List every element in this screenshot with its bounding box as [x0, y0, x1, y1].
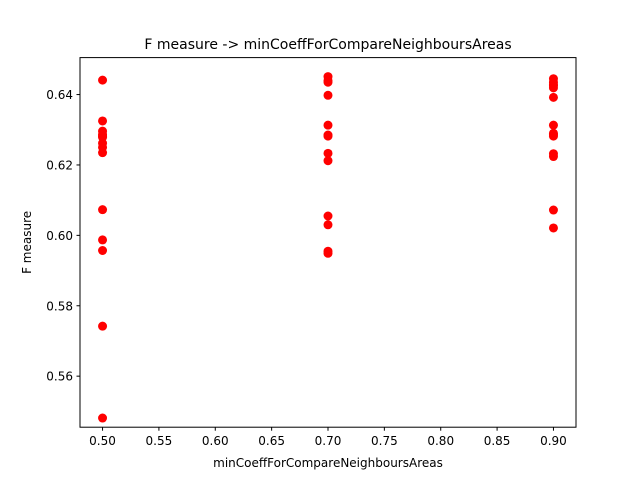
x-axis-label: minCoeffForCompareNeighboursAreas — [213, 456, 443, 470]
data-point — [98, 321, 108, 331]
data-point — [548, 92, 558, 102]
data-point — [98, 235, 108, 245]
data-point — [323, 248, 333, 258]
data-point — [323, 148, 333, 158]
plot-frame — [79, 57, 577, 428]
data-point — [548, 223, 558, 233]
data-point — [98, 205, 108, 215]
data-point — [548, 120, 558, 130]
x-tick-label: 0.70 — [315, 434, 342, 448]
data-point — [98, 245, 108, 255]
data-point — [548, 205, 558, 215]
x-tick-label: 0.75 — [371, 434, 398, 448]
data-point — [323, 75, 333, 85]
data-point — [323, 211, 333, 221]
x-tick-label: 0.90 — [540, 434, 567, 448]
chart-title: F measure -> minCoeffForCompareNeighbour… — [144, 37, 511, 53]
x-tick-label: 0.60 — [202, 434, 229, 448]
x-tick-label: 0.80 — [427, 434, 454, 448]
data-point — [323, 120, 333, 130]
y-tick-label: 0.64 — [46, 88, 73, 102]
y-axis-ticks: 0.56 0.58 0.60 0.62 0.64 — [46, 88, 80, 384]
data-points — [98, 72, 558, 423]
data-point — [98, 116, 108, 126]
data-point — [323, 220, 333, 230]
y-tick-label: 0.60 — [46, 229, 73, 243]
y-tick-label: 0.58 — [46, 299, 73, 313]
data-point — [98, 132, 108, 142]
data-point — [548, 152, 558, 162]
y-tick-label: 0.62 — [46, 158, 73, 172]
x-tick-label: 0.50 — [89, 434, 116, 448]
data-point — [98, 148, 108, 158]
data-point — [98, 413, 108, 423]
data-point — [548, 130, 558, 140]
data-point — [323, 90, 333, 100]
y-tick-label: 0.56 — [46, 370, 73, 384]
x-axis-ticks: 0.50 0.55 0.60 0.65 0.70 0.75 0.80 0.85 0.90 — [89, 427, 567, 448]
y-axis-label: F measure — [20, 211, 34, 274]
x-tick-label: 0.85 — [484, 434, 511, 448]
data-point — [323, 156, 333, 166]
x-tick-label: 0.65 — [258, 434, 285, 448]
x-tick-label: 0.55 — [146, 434, 173, 448]
data-point — [98, 75, 108, 85]
data-point — [323, 130, 333, 140]
data-point — [548, 80, 558, 90]
